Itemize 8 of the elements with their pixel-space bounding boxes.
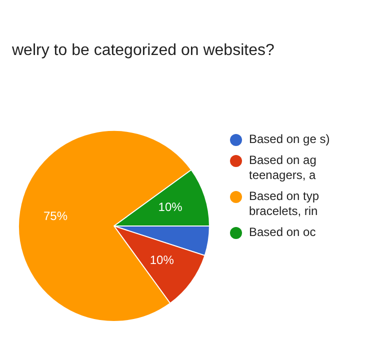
legend-label: Based on ag teenagers, a bbox=[249, 153, 318, 183]
data-label: 10% bbox=[158, 200, 183, 214]
legend-label: Based on typ bracelets, rin bbox=[249, 189, 320, 219]
chart-title: welry to be categorized on websites? bbox=[12, 42, 274, 60]
legend-label: Based on ge s) bbox=[249, 132, 331, 147]
legend-label: Based on oc bbox=[249, 225, 317, 240]
data-label: 10% bbox=[150, 253, 174, 268]
data-label: 75% bbox=[44, 209, 68, 224]
